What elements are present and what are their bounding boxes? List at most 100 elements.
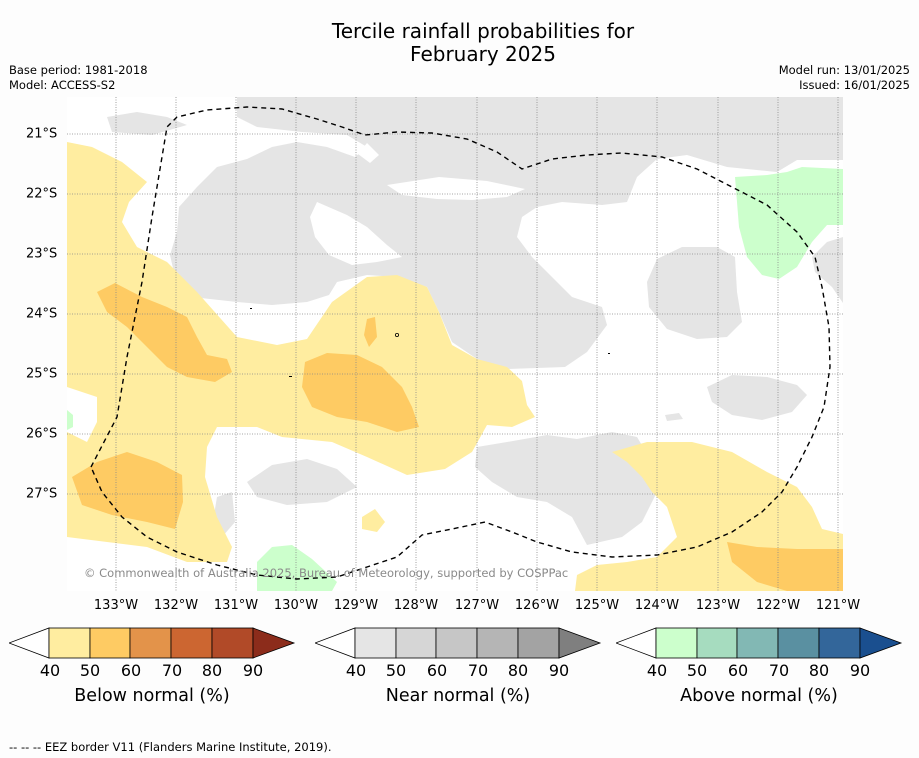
legend-title-above: Above normal (%) (680, 686, 838, 706)
near-normal-hole (387, 177, 525, 200)
above-tick-80: 80 (808, 661, 830, 680)
lon-label-132: 132°W (153, 598, 199, 613)
above-tick-60: 60 (727, 661, 749, 680)
lat-label-22: 22°S (26, 186, 58, 202)
above-tick-90: 90 (849, 661, 871, 680)
base-period: Base period: 1981-2018 (9, 63, 148, 77)
above-normal-swatch-40 (655, 627, 698, 659)
below-tick-60: 60 (120, 661, 142, 680)
issued-date: Issued: 16/01/2025 (799, 78, 910, 92)
title-line-1: Tercile rainfall probabilities for (331, 19, 635, 43)
near-normal-region-bottom-left (247, 459, 357, 505)
below-normal-50-region-4 (72, 452, 183, 529)
above-tick-40: 40 (646, 661, 668, 680)
lon-label-121: 121°W (815, 598, 861, 613)
below-normal-50-region-5 (727, 542, 843, 591)
below-normal-50-region-2 (302, 353, 419, 432)
below-normal-region-small (362, 509, 385, 532)
colorbar-below-normal (9, 627, 296, 659)
near-normal-swatch-60 (435, 627, 478, 659)
near-normal-region-lower (475, 432, 657, 545)
lat-label-27: 27°S (26, 486, 58, 502)
near-normal-region-upper-small (507, 119, 562, 157)
lon-label-129: 129°W (333, 598, 379, 613)
eez-border (90, 106, 831, 580)
above-tick-70: 70 (768, 661, 790, 680)
near-normal-swatch-80 (517, 627, 560, 659)
legend-below-normal (9, 626, 297, 660)
meta-right: Model run: 13/01/2025 Issued: 16/01/2025 (779, 63, 910, 93)
map-title: Tercile rainfall probabilities for Febru… (0, 20, 919, 66)
legend-above-normal (616, 626, 904, 660)
meta-left: Base period: 1981-2018 Model: ACCESS-S2 (9, 63, 148, 93)
lon-label-125: 125°W (574, 598, 620, 613)
below-normal-swatch-60 (129, 627, 172, 659)
lat-label-26: 26°S (26, 426, 58, 442)
lon-label-133: 133°W (93, 598, 139, 613)
below-normal-extend-right (252, 627, 296, 659)
lon-label-126: 126°W (514, 598, 560, 613)
lon-label-122: 122°W (755, 598, 801, 613)
above-normal-extend-right (859, 627, 903, 659)
near-normal-hole-3 (358, 143, 379, 163)
legend-title-below: Below normal (%) (74, 686, 230, 706)
below-normal-50-region-1 (97, 283, 232, 382)
title-line-2: February 2025 (410, 42, 556, 66)
below-normal-extend-left (9, 627, 50, 659)
lon-label-127: 127°W (454, 598, 500, 613)
below-tick-40: 40 (39, 661, 61, 680)
above-normal-extend-left (616, 627, 657, 659)
near-normal-region-far-right (812, 237, 843, 303)
legend-near-normal (315, 626, 603, 660)
eez-footnote: -- -- -- EEZ border V11 (Flanders Marine… (9, 740, 332, 754)
above-normal-swatch-60 (736, 627, 779, 659)
below-normal-swatch-80 (211, 627, 254, 659)
above-normal-region-south (257, 545, 337, 591)
lat-label-25: 25°S (26, 366, 58, 382)
below-normal-50-region-3 (364, 317, 377, 347)
above-tick-50: 50 (686, 661, 708, 680)
below-normal-swatch-50 (89, 627, 131, 659)
model-name: Model: ACCESS-S2 (9, 78, 116, 92)
lon-label-131: 131°W (213, 598, 259, 613)
near-normal-region-tiny-2 (665, 413, 683, 421)
probability-map (67, 97, 843, 591)
below-tick-50: 50 (79, 661, 101, 680)
lat-label-23: 23°S (26, 246, 58, 262)
near-normal-swatch-50 (395, 627, 437, 659)
above-normal-region-ne (735, 167, 843, 279)
lon-label-123: 123°W (695, 598, 741, 613)
near-tick-80: 80 (507, 661, 529, 680)
near-tick-90: 90 (548, 661, 570, 680)
near-tick-70: 70 (467, 661, 489, 680)
near-tick-40: 40 (345, 661, 367, 680)
above-normal-swatch-50 (696, 627, 738, 659)
below-normal-swatch-70 (170, 627, 213, 659)
colorbar-above-normal (616, 627, 903, 659)
below-tick-80: 80 (201, 661, 223, 680)
near-tick-50: 50 (385, 661, 407, 680)
copyright-notice: © Commonwealth of Australia 2025, Bureau… (84, 566, 569, 580)
legend-title-near: Near normal (%) (385, 686, 531, 706)
above-normal-swatch-80 (818, 627, 861, 659)
near-normal-region-main (170, 97, 843, 369)
below-normal-swatch-40 (48, 627, 91, 659)
colorbar-near-normal (315, 627, 602, 659)
above-normal-swatch-70 (777, 627, 820, 659)
below-tick-70: 70 (161, 661, 183, 680)
above-normal-region-west (67, 410, 73, 430)
near-normal-swatch-40 (354, 627, 397, 659)
below-normal-region-west (67, 142, 535, 562)
lon-label-124: 124°W (634, 598, 680, 613)
lon-label-130: 130°W (273, 598, 319, 613)
near-normal-extend-right (558, 627, 602, 659)
lon-label-128: 128°W (393, 598, 439, 613)
below-normal-50-regions (72, 283, 843, 591)
below-tick-90: 90 (242, 661, 264, 680)
near-normal-region-topleft (107, 112, 187, 135)
island-markers (250, 308, 610, 377)
lat-label-24: 24°S (26, 306, 58, 322)
near-tick-60: 60 (426, 661, 448, 680)
near-normal-swatch-70 (476, 627, 519, 659)
near-normal-region-right-small (707, 375, 807, 420)
